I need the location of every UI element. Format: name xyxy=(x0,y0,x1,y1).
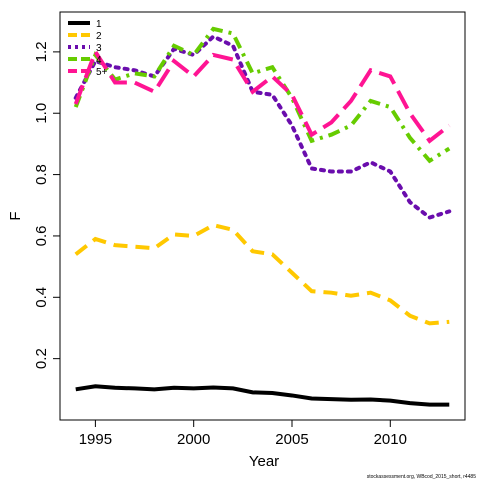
series-line xyxy=(73,47,451,144)
legend-label: 4 xyxy=(96,55,102,66)
footnote: stockassessment.org, WBcod_2015_short, r… xyxy=(367,474,476,480)
series-line xyxy=(75,384,450,407)
legend-label: 2 xyxy=(96,31,102,42)
x-axis-label: Year xyxy=(249,453,279,470)
y-tick-label: 1.2 xyxy=(33,41,50,62)
x-tick-label: 2005 xyxy=(275,431,308,448)
y-tick-label: 0.8 xyxy=(33,164,50,185)
y-tick-label: 0.2 xyxy=(33,348,50,369)
x-tick-label: 2000 xyxy=(177,431,210,448)
y-axis-label: F xyxy=(7,211,24,220)
series-line xyxy=(73,34,452,220)
y-tick-label: 0.6 xyxy=(33,226,50,247)
y-tick-label: 1.0 xyxy=(33,103,50,124)
plot-frame xyxy=(59,11,466,421)
legend-label: 3 xyxy=(96,43,102,54)
x-tick-label: 1995 xyxy=(79,431,112,448)
series-line xyxy=(74,223,450,326)
y-tick-label: 0.4 xyxy=(33,287,50,308)
legend-label: 1 xyxy=(96,19,102,30)
series-line xyxy=(73,26,451,164)
legend-label: 5+ xyxy=(96,67,108,78)
x-tick-label: 2010 xyxy=(374,431,407,448)
